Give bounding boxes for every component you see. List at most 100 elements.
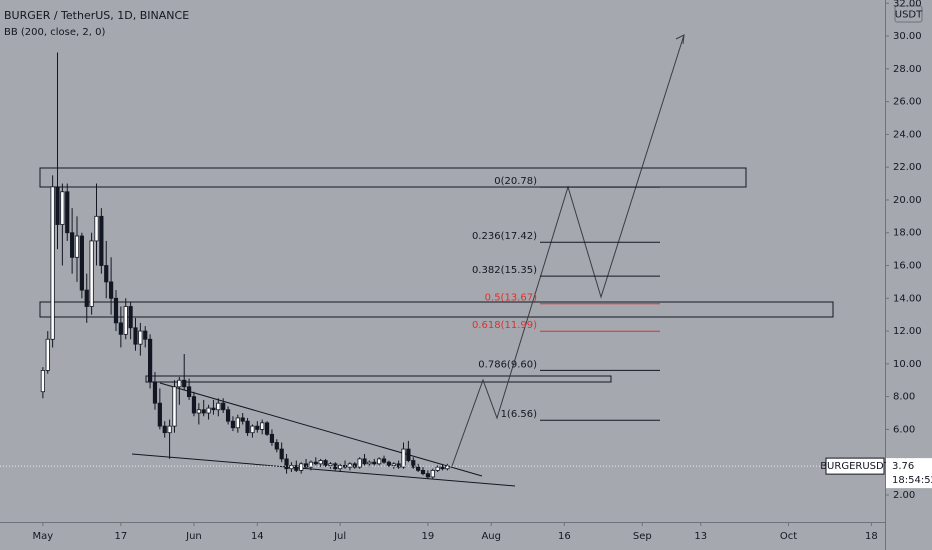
y-tick-label: 14.00 bbox=[893, 293, 922, 304]
candle-body bbox=[386, 461, 391, 466]
y-tick-label: 32.00 bbox=[893, 0, 922, 9]
y-tick-label: 8.00 bbox=[893, 392, 915, 403]
candle-body bbox=[416, 466, 421, 471]
candle-body bbox=[425, 473, 430, 478]
candle-body bbox=[70, 232, 75, 258]
projection-arrowhead bbox=[675, 34, 685, 45]
candle-body bbox=[303, 463, 309, 468]
y-tick-label: 26.00 bbox=[893, 97, 922, 108]
candle-body bbox=[245, 420, 250, 434]
candle-body bbox=[313, 461, 318, 465]
zone-rectangle bbox=[145, 375, 612, 383]
candle-body bbox=[89, 240, 94, 307]
y-tick-label: 16.00 bbox=[893, 261, 922, 272]
y-tick-label: 24.00 bbox=[893, 129, 922, 140]
candle-body bbox=[109, 281, 114, 299]
candle-body bbox=[94, 215, 99, 242]
candle-body bbox=[318, 460, 323, 465]
candle-body bbox=[211, 407, 216, 411]
candle-body bbox=[201, 409, 206, 414]
y-tick-label: 22.00 bbox=[893, 162, 922, 173]
fib-label: 1(6.56) bbox=[501, 409, 538, 420]
y-tick-label: 10.00 bbox=[893, 359, 922, 370]
fib-label: 0.382(15.35) bbox=[472, 265, 537, 276]
x-tick-label: 16 bbox=[558, 531, 571, 542]
candle-body bbox=[430, 469, 435, 478]
x-tick-label: Oct bbox=[780, 531, 797, 542]
last-price-box bbox=[886, 458, 932, 489]
candle-body bbox=[191, 396, 197, 414]
candle-body bbox=[338, 465, 343, 470]
candle-body bbox=[216, 402, 221, 411]
x-tick-label: Jun bbox=[185, 531, 202, 542]
y-tick-label: 6.00 bbox=[893, 424, 915, 435]
currency-button[interactable] bbox=[894, 5, 923, 23]
candle-body bbox=[406, 448, 411, 461]
candle-body bbox=[294, 465, 299, 471]
candle-body bbox=[328, 463, 333, 466]
candle-body bbox=[221, 402, 226, 411]
candle-body bbox=[133, 327, 138, 345]
candle-body bbox=[74, 235, 80, 258]
last-price-label: 3.76 bbox=[892, 461, 914, 472]
x-tick-label: Jul bbox=[333, 531, 346, 542]
y-tick-label: 30.00 bbox=[893, 31, 922, 42]
candle-body bbox=[357, 458, 362, 468]
x-tick-label: 14 bbox=[251, 531, 264, 542]
candle-body bbox=[240, 417, 245, 422]
candle-body bbox=[186, 386, 192, 398]
candle-body bbox=[362, 458, 367, 465]
x-tick-label: 13 bbox=[694, 531, 707, 542]
candle-body bbox=[182, 379, 187, 388]
wedge-line bbox=[159, 382, 483, 477]
candle-body bbox=[157, 402, 162, 427]
y-tick-label: 18.00 bbox=[893, 228, 922, 239]
candle-body bbox=[162, 425, 167, 434]
fib-label: 0.618(11.99) bbox=[472, 320, 537, 331]
candle-body bbox=[143, 330, 148, 340]
wedge-line bbox=[131, 453, 516, 487]
candle-body bbox=[50, 186, 55, 340]
candle-body bbox=[391, 463, 396, 466]
candle-body bbox=[352, 463, 357, 468]
symbol-tag bbox=[825, 457, 885, 475]
candle-body bbox=[60, 191, 65, 225]
candle-body bbox=[123, 306, 128, 335]
candle-body bbox=[308, 461, 314, 468]
chart-title: BURGER / TetherUS, 1D, BINANCE bbox=[4, 9, 189, 22]
candle-body bbox=[206, 407, 211, 414]
y-tick-label: 2.00 bbox=[893, 490, 915, 501]
x-tick-label: 18 bbox=[865, 531, 878, 542]
candle-body bbox=[235, 417, 240, 429]
symbol-tag-label: BURGERUSDT bbox=[820, 461, 891, 472]
fib-label: 0.786(9.60) bbox=[478, 359, 537, 370]
candle-body bbox=[40, 369, 45, 393]
y-tick-label: 20.00 bbox=[893, 195, 922, 206]
candle-body bbox=[347, 463, 353, 468]
candle-body bbox=[104, 265, 109, 283]
projection-path bbox=[451, 34, 685, 467]
x-tick-label: 19 bbox=[422, 531, 435, 542]
candle-body bbox=[230, 420, 236, 429]
candle-body bbox=[177, 379, 182, 388]
indicator-label: BB (200, close, 2, 0) bbox=[4, 27, 105, 38]
candle-body bbox=[84, 289, 89, 307]
candle-body bbox=[264, 422, 270, 435]
candle-body bbox=[279, 448, 284, 460]
y-tick-label: 12.00 bbox=[893, 326, 922, 337]
x-tick-label: 17 bbox=[114, 531, 127, 542]
candle-body bbox=[284, 458, 289, 470]
candle-body bbox=[440, 466, 445, 470]
candle-body bbox=[260, 422, 265, 430]
candle-body bbox=[377, 458, 382, 465]
x-tick-label: Aug bbox=[481, 531, 501, 542]
candle-body bbox=[411, 460, 416, 468]
candle-body bbox=[147, 338, 153, 383]
candle-body bbox=[55, 186, 60, 225]
candle-body bbox=[167, 425, 172, 434]
candle-body bbox=[138, 330, 143, 345]
candle-body bbox=[274, 442, 279, 450]
